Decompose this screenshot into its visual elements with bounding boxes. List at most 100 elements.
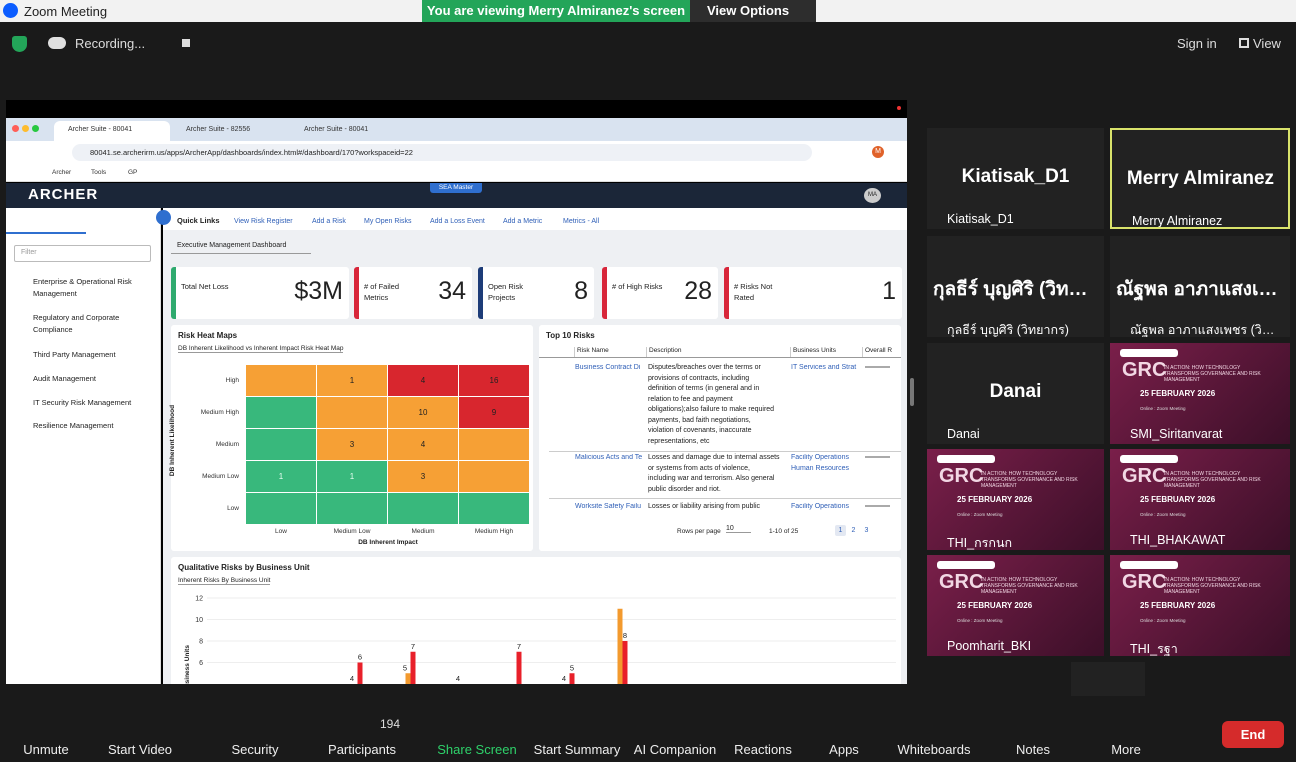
rows-per-page[interactable]: 10: [726, 525, 751, 533]
nav-item[interactable]: Enterprise & Operational Risk Management: [33, 277, 132, 298]
toolbar-button[interactable]: Participants: [328, 742, 396, 757]
poster-tagline: IN ACTION: HOW TECHNOLOGY TRANSFORMS GOV…: [981, 471, 1078, 489]
business-unit[interactable]: Human Resources: [791, 464, 849, 472]
toolbar-button[interactable]: Share Screen: [437, 742, 517, 757]
nav-item[interactable]: IT Security Risk Management: [33, 398, 132, 407]
quick-link[interactable]: View Risk Register: [234, 218, 293, 225]
heat-cell: [246, 365, 316, 396]
quick-link[interactable]: Metrics - All: [563, 218, 600, 225]
quick-link[interactable]: Add a Loss Event: [430, 218, 485, 225]
qualitative-selector[interactable]: Inherent Risks By Business Unit: [178, 577, 271, 585]
participant-name: ณัฐพล อาภาแสงเพชร (วิทยากร): [1130, 323, 1280, 337]
end-button[interactable]: End: [1222, 721, 1284, 748]
quick-link[interactable]: Add a Risk: [312, 218, 346, 225]
poster-bg: [1110, 449, 1290, 550]
quick-link[interactable]: Add a Metric: [503, 218, 543, 225]
risk-description: relation to fee and payment: [648, 395, 733, 403]
user[interactable]: MA: [864, 188, 881, 203]
heat-map-selector[interactable]: DB Inherent Likelihood vs Inherent Impac…: [178, 345, 344, 353]
kpi-label: # Risks Not Rated: [734, 282, 773, 302]
column-header: Risk Name: [574, 347, 609, 357]
participant-tile: ณัฐพล อาภาแสงเพชร (วิทยากร) ณัฐพล อาภาแสง…: [1110, 236, 1290, 337]
bookmark[interactable]: Archer: [52, 169, 72, 176]
heat-map-panel: Risk Heat Maps DB Inherent Likelihood vs …: [169, 325, 533, 551]
toolbar-button[interactable]: More: [1111, 742, 1141, 757]
bookmark[interactable]: GP: [128, 169, 138, 176]
env: SEA Master: [430, 183, 482, 193]
stop[interactable]: [182, 39, 190, 47]
quick-link[interactable]: My Open Risks: [364, 218, 412, 225]
participant-name: กุลธีร์ บุญศิริ (วิทยากร): [947, 323, 1069, 337]
poster-date: 25 FEBRUARY 2026: [957, 601, 1033, 610]
qualitative-panel: Qualitative Risks by Business Unit Inhere…: [171, 557, 901, 684]
risk-description: provisions of contracts, including: [648, 374, 750, 382]
toolbar-button[interactable]: Reactions: [734, 742, 792, 757]
heat-map-title: Risk Heat Maps: [178, 331, 238, 340]
poster-logo: GRC: [939, 465, 984, 487]
toolbar-button[interactable]: Unmute: [23, 742, 69, 757]
page[interactable]: 2: [851, 527, 856, 534]
bar: [410, 651, 416, 684]
heat-cell: [317, 493, 387, 524]
heat-col-label: Medium High: [474, 528, 514, 535]
risk-name[interactable]: Malicious Acts and Te: [575, 454, 643, 461]
kpi-card: # of High Risks 28: [602, 267, 718, 319]
participant-tile: GRC IN ACTION: HOW TECHNOLOGY TRANSFORMS …: [927, 449, 1104, 550]
toolbar-button[interactable]: Whiteboards: [897, 742, 971, 757]
poster-date: 25 FEBRUARY 2026: [1140, 601, 1216, 610]
filter-box[interactable]: Filter: [14, 245, 151, 262]
participant-name: THI_BHAKAWAT: [1130, 533, 1226, 547]
risk-description: Losses and damage due to internal assets: [648, 454, 780, 461]
browser-tab[interactable]: Archer Suite - 82556: [172, 121, 288, 141]
page[interactable]: 1: [835, 525, 846, 536]
tile-scroll[interactable]: [1071, 662, 1145, 696]
business-unit[interactable]: Facility Operations: [791, 503, 849, 510]
filter-placeholder: Filter: [21, 249, 37, 256]
toolbar-button[interactable]: Start Summary: [533, 742, 621, 757]
dashboard-select[interactable]: Executive Management Dashboard: [171, 236, 311, 254]
risk-name[interactable]: Worksite Safety Failu: [575, 503, 642, 510]
value-label: 4: [562, 674, 566, 683]
page[interactable]: 3: [864, 527, 869, 534]
heat-cell: 9: [459, 397, 529, 428]
display-name: กุลธีร์ บุญศิริ (วิทยากร): [933, 279, 1098, 300]
nav-tab[interactable]: [86, 208, 161, 234]
poster-bg: [927, 449, 1104, 550]
toolbar-button[interactable]: Security: [231, 742, 279, 757]
row-rule: [549, 451, 901, 452]
risk-name[interactable]: Business Contract Di: [575, 364, 641, 371]
browser-tab[interactable]: Archer Suite - 80041: [54, 121, 170, 141]
y-axis-title: Business Units: [184, 645, 191, 684]
nav-item[interactable]: Regulatory and Corporate Compliance: [33, 313, 120, 334]
heat-cell: [459, 461, 529, 492]
heat-cell: 3: [317, 429, 387, 460]
nav-tab[interactable]: [6, 208, 86, 234]
range: 1-10 of 25: [769, 528, 799, 535]
participant-count: 194: [380, 717, 401, 731]
view[interactable]: View: [1253, 36, 1281, 51]
poster-tagline: IN ACTION: HOW TECHNOLOGY TRANSFORMS GOV…: [981, 577, 1078, 595]
sign-in[interactable]: Sign in: [1177, 36, 1217, 51]
heat-map-x-title: DB Inherent Impact: [358, 539, 418, 546]
risk-description: payments, bad faith negotiations,: [648, 416, 751, 424]
value-label: 7: [517, 642, 521, 651]
browser-tab[interactable]: Archer Suite - 80041: [290, 121, 406, 141]
business-unit[interactable]: IT Services and Strat: [791, 364, 857, 371]
left-nav: [6, 208, 161, 684]
participant-name: SMI_Siritanvarat: [1130, 427, 1223, 441]
bookmark[interactable]: Tools: [91, 169, 107, 176]
pager-bg: [539, 519, 901, 551]
y-tick-label: 6: [199, 660, 203, 667]
nav-item[interactable]: Audit Management: [33, 374, 96, 383]
toolbar-button[interactable]: Apps: [829, 742, 859, 757]
nav-item[interactable]: Resilience Management: [33, 421, 114, 430]
toolbar-button[interactable]: Notes: [1016, 742, 1050, 757]
poster-venue: Online : Zoom Meeting: [957, 618, 1003, 623]
business-unit[interactable]: Facility Operations: [791, 454, 849, 461]
view-options[interactable]: View Options: [690, 0, 816, 22]
toolbar-button[interactable]: Start Video: [107, 742, 173, 757]
toolbar-button[interactable]: AI Companion: [633, 742, 717, 757]
nav-item[interactable]: Third Party Management: [33, 350, 116, 359]
top-risks-title: Top 10 Risks: [546, 331, 595, 340]
